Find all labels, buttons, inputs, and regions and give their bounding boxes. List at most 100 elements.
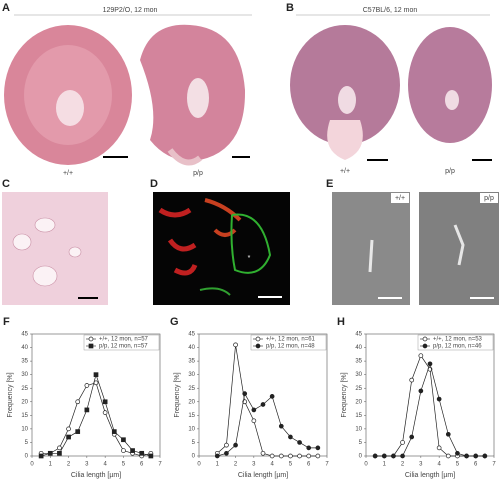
x-tick-label: 4 — [437, 462, 441, 468]
point — [75, 399, 81, 405]
point — [242, 391, 248, 396]
y-tick-label: 15 — [188, 413, 195, 419]
panel-label: D — [150, 178, 158, 190]
x-tick-label: 5 — [122, 462, 126, 468]
point — [315, 453, 321, 459]
point — [84, 407, 90, 413]
x-tick-label: 7 — [158, 462, 162, 468]
legend-label: +/+, 12 mon, n=53 — [433, 337, 483, 343]
series-line — [41, 373, 151, 457]
y-tick-label: 20 — [355, 399, 362, 405]
legend-box — [83, 334, 160, 351]
point — [66, 434, 71, 440]
y-tick-label: 25 — [188, 386, 195, 392]
point — [464, 453, 469, 459]
x-tick-label: 1 — [216, 462, 220, 468]
micrograph — [2, 192, 108, 305]
point — [278, 453, 284, 459]
annotation: * — [248, 255, 251, 262]
point — [57, 450, 62, 456]
x-tick-label: 0 — [197, 462, 201, 468]
point — [306, 445, 312, 451]
y-tick-label: 20 — [21, 399, 28, 405]
point — [224, 442, 229, 448]
y-tick-label: 35 — [188, 359, 195, 365]
point — [260, 402, 266, 407]
series-line — [375, 362, 485, 457]
y-tick-label: 30 — [188, 372, 195, 378]
caption: p/p — [193, 170, 203, 177]
y-tick-label: 25 — [355, 386, 362, 392]
point — [251, 407, 257, 413]
legend-label: p/p, 12 mon, n=48 — [266, 344, 315, 350]
point — [121, 437, 126, 443]
point — [400, 440, 405, 445]
panel-label: A — [2, 2, 10, 14]
y-tick-label: 10 — [21, 426, 28, 432]
x-tick-label: 3 — [85, 462, 89, 468]
x-tick-label: 5 — [456, 462, 460, 468]
y-tick-label: 20 — [188, 399, 195, 405]
y-tick-label: 5 — [359, 440, 363, 446]
caption: p/p — [445, 168, 455, 175]
series-line — [217, 392, 318, 457]
plot-frame — [198, 333, 328, 457]
x-axis-label: Cilia length [µm] — [405, 472, 455, 479]
caption-box — [391, 193, 409, 203]
point — [409, 377, 415, 383]
point — [139, 450, 145, 456]
x-tick-label: 6 — [140, 462, 144, 468]
point — [306, 453, 312, 459]
y-tick-label: 45 — [188, 332, 195, 338]
y-tick-label: 10 — [355, 426, 362, 432]
y-axis-label: Frequency [%] — [7, 372, 14, 417]
legend-box — [417, 334, 494, 351]
point — [297, 440, 302, 445]
micrograph — [332, 192, 499, 305]
legend-label: p/p, 12 mon, n=46 — [433, 344, 482, 350]
legend-label: +/+, 12 mon, n=61 — [266, 337, 316, 343]
point — [38, 453, 44, 459]
point — [47, 450, 53, 456]
caption: p/p — [484, 195, 494, 202]
y-tick-label: 0 — [25, 454, 29, 460]
point — [102, 399, 108, 405]
point — [391, 453, 396, 459]
legend-marker — [255, 336, 261, 342]
y-tick-label: 30 — [355, 372, 362, 378]
x-tick-label: 0 — [30, 462, 34, 468]
panel-label: C — [2, 178, 10, 190]
legend-marker — [422, 343, 428, 349]
x-tick-label: 7 — [492, 462, 496, 468]
point — [75, 429, 81, 434]
x-tick-label: 2 — [67, 462, 71, 468]
legend-box — [250, 334, 327, 351]
plot-frame — [365, 333, 495, 457]
micrograph — [153, 192, 290, 305]
x-tick-label: 6 — [307, 462, 311, 468]
point — [214, 453, 220, 459]
point — [418, 353, 424, 359]
point — [455, 450, 460, 456]
caption-box — [480, 193, 498, 203]
point — [251, 418, 257, 424]
x-axis-label: Cilia length [µm] — [71, 472, 121, 479]
y-tick-label: 30 — [21, 372, 28, 378]
panel-label: E — [326, 178, 333, 190]
micrograph — [290, 25, 492, 160]
panel-label: G — [170, 316, 179, 328]
micrograph — [4, 24, 246, 166]
x-tick-label: 1 — [49, 462, 53, 468]
point — [381, 453, 387, 459]
point — [409, 434, 415, 440]
x-tick-label: 0 — [364, 462, 368, 468]
point — [260, 450, 266, 456]
point — [372, 453, 378, 459]
panel-title: 129P2/O, 12 mon — [103, 7, 158, 14]
x-tick-label: 3 — [252, 462, 256, 468]
series-line — [41, 382, 151, 457]
point — [315, 445, 321, 451]
legend-marker — [422, 336, 428, 342]
point — [130, 448, 135, 453]
x-tick-label: 4 — [270, 462, 274, 468]
